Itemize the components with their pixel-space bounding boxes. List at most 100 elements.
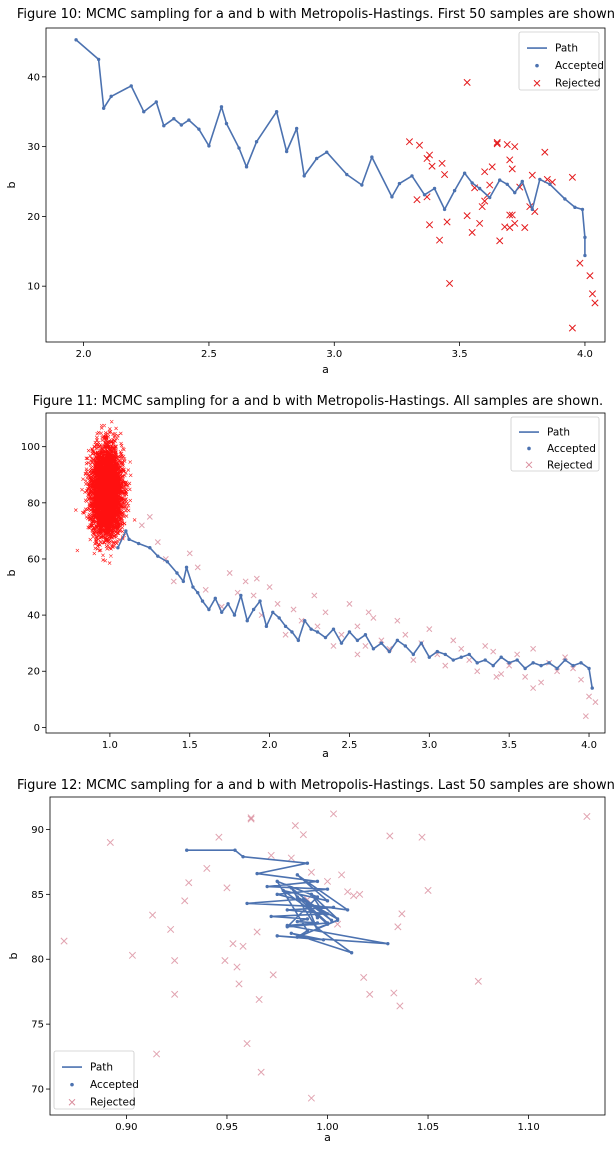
y-tick-label: 85 — [31, 890, 44, 901]
accepted-point — [451, 658, 455, 662]
accepted-point — [531, 661, 535, 665]
rejected-point — [506, 224, 514, 232]
accepted-point — [411, 652, 416, 657]
rejected-point — [154, 539, 161, 546]
rejected-point — [215, 833, 223, 841]
x-tick-label: 4.0 — [581, 740, 597, 751]
rejected-point — [362, 643, 369, 649]
accepted-point — [345, 908, 350, 912]
legend: Path Accepted Rejected — [518, 31, 604, 91]
accepted-point — [265, 884, 269, 889]
accepted-point — [305, 904, 310, 908]
accepted-point — [397, 181, 402, 186]
rejected-point — [269, 971, 277, 979]
accepted-point — [241, 855, 245, 859]
accepted-point — [563, 197, 567, 201]
rejected-point — [186, 550, 193, 557]
accepted-point — [154, 100, 158, 104]
rejected-point — [463, 212, 471, 220]
accepted-point — [315, 879, 320, 884]
rejected-point — [229, 940, 237, 948]
accepted-point — [315, 916, 320, 920]
rejected-point — [482, 643, 489, 649]
plot-frame — [45, 412, 606, 734]
path-line — [186, 849, 389, 954]
x-tick-label: 2.5 — [201, 349, 217, 360]
accepted-point — [321, 910, 326, 915]
accepted-point — [296, 638, 301, 643]
rejected-point — [576, 259, 584, 267]
rejected-point — [530, 645, 537, 652]
accepted-point — [470, 181, 474, 185]
x-tick-label: 4.0 — [577, 349, 593, 360]
rejected-point — [314, 623, 321, 630]
accepted-point — [347, 630, 352, 634]
y-tick-label: 40 — [27, 72, 40, 83]
y-tick-label: 20 — [27, 212, 40, 223]
accepted-point — [109, 94, 113, 99]
accepted-point — [331, 905, 336, 910]
rejected-point — [378, 637, 385, 644]
rejected-point — [307, 1094, 315, 1102]
accepted-point — [275, 879, 279, 884]
accepted-point — [191, 585, 195, 589]
legend-key-accepted — [70, 1082, 74, 1087]
accepted-point — [244, 165, 249, 169]
accepted-point — [295, 873, 300, 877]
accepted-point — [547, 661, 551, 665]
accepted-point — [443, 652, 447, 657]
rejected-point — [405, 138, 414, 146]
accepted-point — [254, 140, 259, 144]
rejected-cloud-marks — [73, 419, 137, 565]
accepted-point — [410, 174, 414, 178]
rejected-point — [468, 228, 476, 237]
accepted-point — [390, 195, 394, 199]
rejected-point — [390, 989, 398, 997]
y-tick-label: 100 — [21, 442, 40, 453]
accepted-point — [302, 174, 306, 178]
legend-box — [518, 31, 600, 91]
accepted-point — [325, 912, 330, 916]
y-tick-label: 80 — [31, 955, 44, 966]
rejected-point — [203, 864, 211, 872]
y-axis-label: b — [7, 952, 20, 959]
x-tick-label: 2.0 — [76, 349, 92, 360]
rejected-point — [591, 299, 599, 307]
accepted-point — [309, 892, 314, 897]
legend-label: Rejected — [555, 78, 601, 90]
rejected-point — [402, 631, 409, 638]
rejected-point — [586, 272, 594, 280]
rejected-point — [243, 1040, 251, 1048]
accepted-point — [515, 658, 519, 662]
accepted-point — [281, 888, 285, 893]
rejected-point — [366, 990, 374, 998]
accepted-point — [321, 938, 326, 942]
plot-area — [60, 810, 591, 1102]
x-tick-label: 3.0 — [421, 740, 437, 751]
rejected-point — [106, 838, 114, 846]
accepted-point — [371, 647, 376, 651]
accepted-point — [555, 666, 559, 671]
y-tick-label: 60 — [27, 554, 40, 565]
rejected-point — [298, 617, 305, 624]
rejected-point — [356, 890, 364, 898]
rejected-point — [394, 617, 401, 624]
x-tick-label: 2.0 — [262, 740, 278, 751]
accepted-point — [129, 84, 133, 88]
accepted-point — [530, 207, 535, 212]
accepted-point — [239, 593, 243, 598]
accepted-point — [403, 644, 408, 648]
rejected-point — [583, 812, 591, 821]
accepted-point — [295, 935, 300, 939]
x-tick-label: 3.5 — [501, 740, 517, 751]
accepted-point — [162, 123, 166, 128]
accepted-point — [196, 590, 200, 595]
chart-figure-10: Figure 10: MCMC sampling for a and b wit… — [5, 7, 615, 376]
accepted-point — [573, 205, 577, 210]
rejected-point — [274, 600, 281, 607]
accepted-point — [269, 914, 273, 919]
accepted-point — [285, 908, 289, 912]
rejected-point — [299, 831, 307, 839]
rejected-point — [287, 854, 295, 862]
legend-label: Path — [547, 427, 570, 439]
